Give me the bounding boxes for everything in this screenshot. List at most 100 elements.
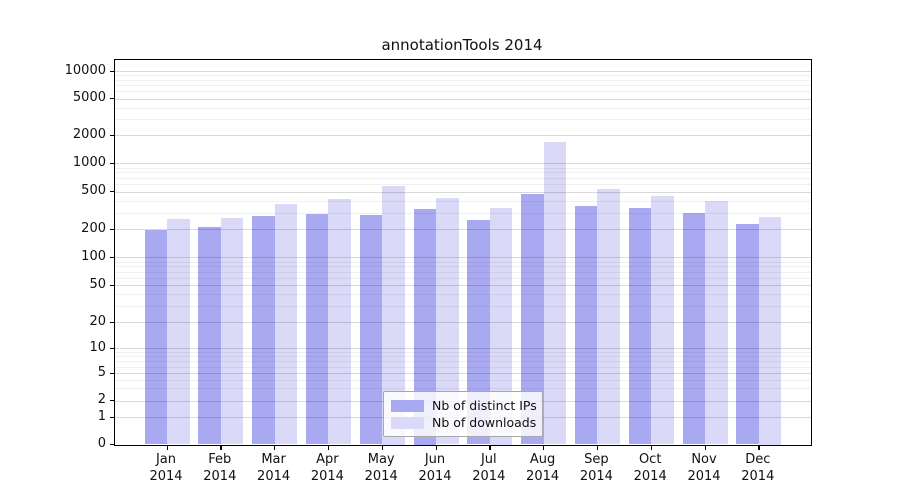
bar-downloads-oct [651, 195, 674, 445]
x-tick-dec [758, 445, 760, 450]
bar-downloads-dec [758, 217, 782, 445]
x-tick-label-feb: Feb 2014 [190, 451, 250, 485]
bar-downloads-aug [543, 141, 567, 445]
bar-downloads-jun [436, 197, 459, 445]
chart-title: annotationTools 2014 [381, 36, 543, 54]
x-label-year: 2014 [418, 469, 452, 484]
y-tick-50 [110, 284, 115, 287]
y-tick-label-500: 500 [81, 183, 106, 199]
bar-downloads-jan [167, 219, 190, 445]
y-tick-5000 [110, 98, 115, 100]
plot-area: Nb of distinct IPs Nb of downloads [110, 59, 812, 450]
y-tick-0 [110, 444, 115, 446]
y-tick-label-2000: 2000 [72, 126, 106, 142]
legend-item-distinct-ips: Nb of distinct IPs [391, 397, 537, 414]
x-label-year: 2014 [149, 469, 183, 484]
bar-downloads-nov [705, 201, 728, 445]
x-tick-label-sep: Sep 2014 [566, 451, 626, 485]
legend-label-distinct-ips: Nb of distinct IPs [432, 398, 537, 413]
x-tick-aug [543, 445, 545, 450]
y-tick-10 [110, 347, 115, 350]
x-tick-label-nov: Nov 2014 [674, 451, 734, 485]
x-label-year: 2014 [633, 469, 667, 484]
bar-distinct-ips-jan [144, 229, 167, 445]
x-tick-label-apr: Apr 2014 [297, 451, 357, 485]
legend-swatch-downloads [391, 416, 424, 429]
y-tick-label-1: 1 [97, 408, 106, 424]
x-label-month: Nov [691, 452, 717, 467]
bar-distinct-ips-aug [521, 194, 544, 445]
x-label-month: Jun [424, 452, 446, 467]
x-label-month: Dec [745, 452, 771, 467]
y-tick-label-10000: 10000 [64, 62, 106, 78]
x-tick-label-dec: Dec 2014 [728, 451, 788, 485]
x-tick-nov [704, 445, 706, 450]
y-tick-label-50: 50 [89, 276, 106, 292]
y-tick-1000 [110, 162, 115, 165]
legend-item-downloads: Nb of downloads [391, 414, 536, 431]
x-tick-may [381, 445, 383, 450]
bar-distinct-ips-apr [305, 214, 329, 445]
y-tick-2000 [110, 134, 115, 137]
x-label-year: 2014 [257, 469, 291, 484]
x-tick-feb [220, 445, 222, 450]
bar-distinct-ips-nov [682, 213, 705, 445]
ticks-layer [110, 60, 811, 450]
x-tick-jun [435, 445, 437, 450]
bar-distinct-ips-may [359, 215, 383, 445]
x-tick-label-jan: Jan 2014 [136, 451, 196, 485]
y-tick-label-1000: 1000 [72, 154, 106, 170]
x-tick-oct [650, 445, 652, 450]
bar-downloads-feb [220, 217, 244, 445]
bar-downloads-apr [328, 199, 351, 445]
y-tick-5 [110, 372, 115, 374]
x-tick-label-aug: Aug 2014 [513, 451, 573, 485]
y-tick-500 [110, 191, 115, 193]
x-tick-sep [596, 445, 599, 450]
x-label-year: 2014 [526, 469, 560, 484]
bar-downloads-may [382, 186, 405, 445]
y-tick-100 [110, 256, 115, 259]
x-label-month: Sep [584, 452, 609, 467]
y-tick-label-100: 100 [81, 248, 106, 264]
x-label-year: 2014 [579, 469, 613, 484]
y-tick-label-5: 5 [97, 364, 106, 380]
x-label-month: Apr [316, 452, 339, 467]
y-tick-label-2: 2 [97, 392, 106, 407]
y-tick-label-0: 0 [97, 436, 106, 451]
x-tick-apr [327, 445, 330, 450]
y-tick-label-200: 200 [81, 220, 106, 236]
bar-distinct-ips-oct [628, 208, 652, 445]
x-label-month: Oct [638, 452, 662, 467]
x-label-month: Aug [529, 452, 556, 467]
y-tick-label-10: 10 [89, 339, 106, 355]
x-label-year: 2014 [472, 469, 506, 484]
y-tick-1 [110, 416, 115, 418]
bar-downloads-sep [597, 189, 620, 445]
x-tick-label-jun: Jun 2014 [405, 451, 465, 485]
x-label-year: 2014 [203, 469, 237, 484]
x-label-month: Mar [261, 452, 286, 467]
x-label-year: 2014 [364, 469, 398, 484]
bar-distinct-ips-dec [736, 223, 759, 445]
x-label-year: 2014 [741, 469, 775, 484]
y-tick-20 [110, 321, 115, 323]
bars-layer [115, 60, 811, 445]
legend-swatch-distinct-ips [391, 399, 424, 412]
bar-distinct-ips-sep [574, 205, 598, 445]
x-label-year: 2014 [687, 469, 721, 484]
x-tick-label-mar: Mar 2014 [244, 451, 304, 485]
y-tick-label-5000: 5000 [72, 90, 106, 106]
y-tick-10000 [110, 70, 115, 72]
x-tick-label-jul: Jul 2014 [459, 451, 519, 485]
x-label-month: Jan [155, 452, 177, 467]
x-label-month: Jul [480, 452, 497, 467]
legend: Nb of distinct IPs Nb of downloads [383, 391, 543, 437]
x-tick-jul [489, 445, 491, 450]
y-tick-200 [110, 228, 115, 231]
bar-distinct-ips-mar [252, 216, 275, 445]
bar-downloads-jul [489, 207, 513, 445]
x-label-month: May [367, 452, 395, 467]
x-label-year: 2014 [310, 469, 344, 484]
